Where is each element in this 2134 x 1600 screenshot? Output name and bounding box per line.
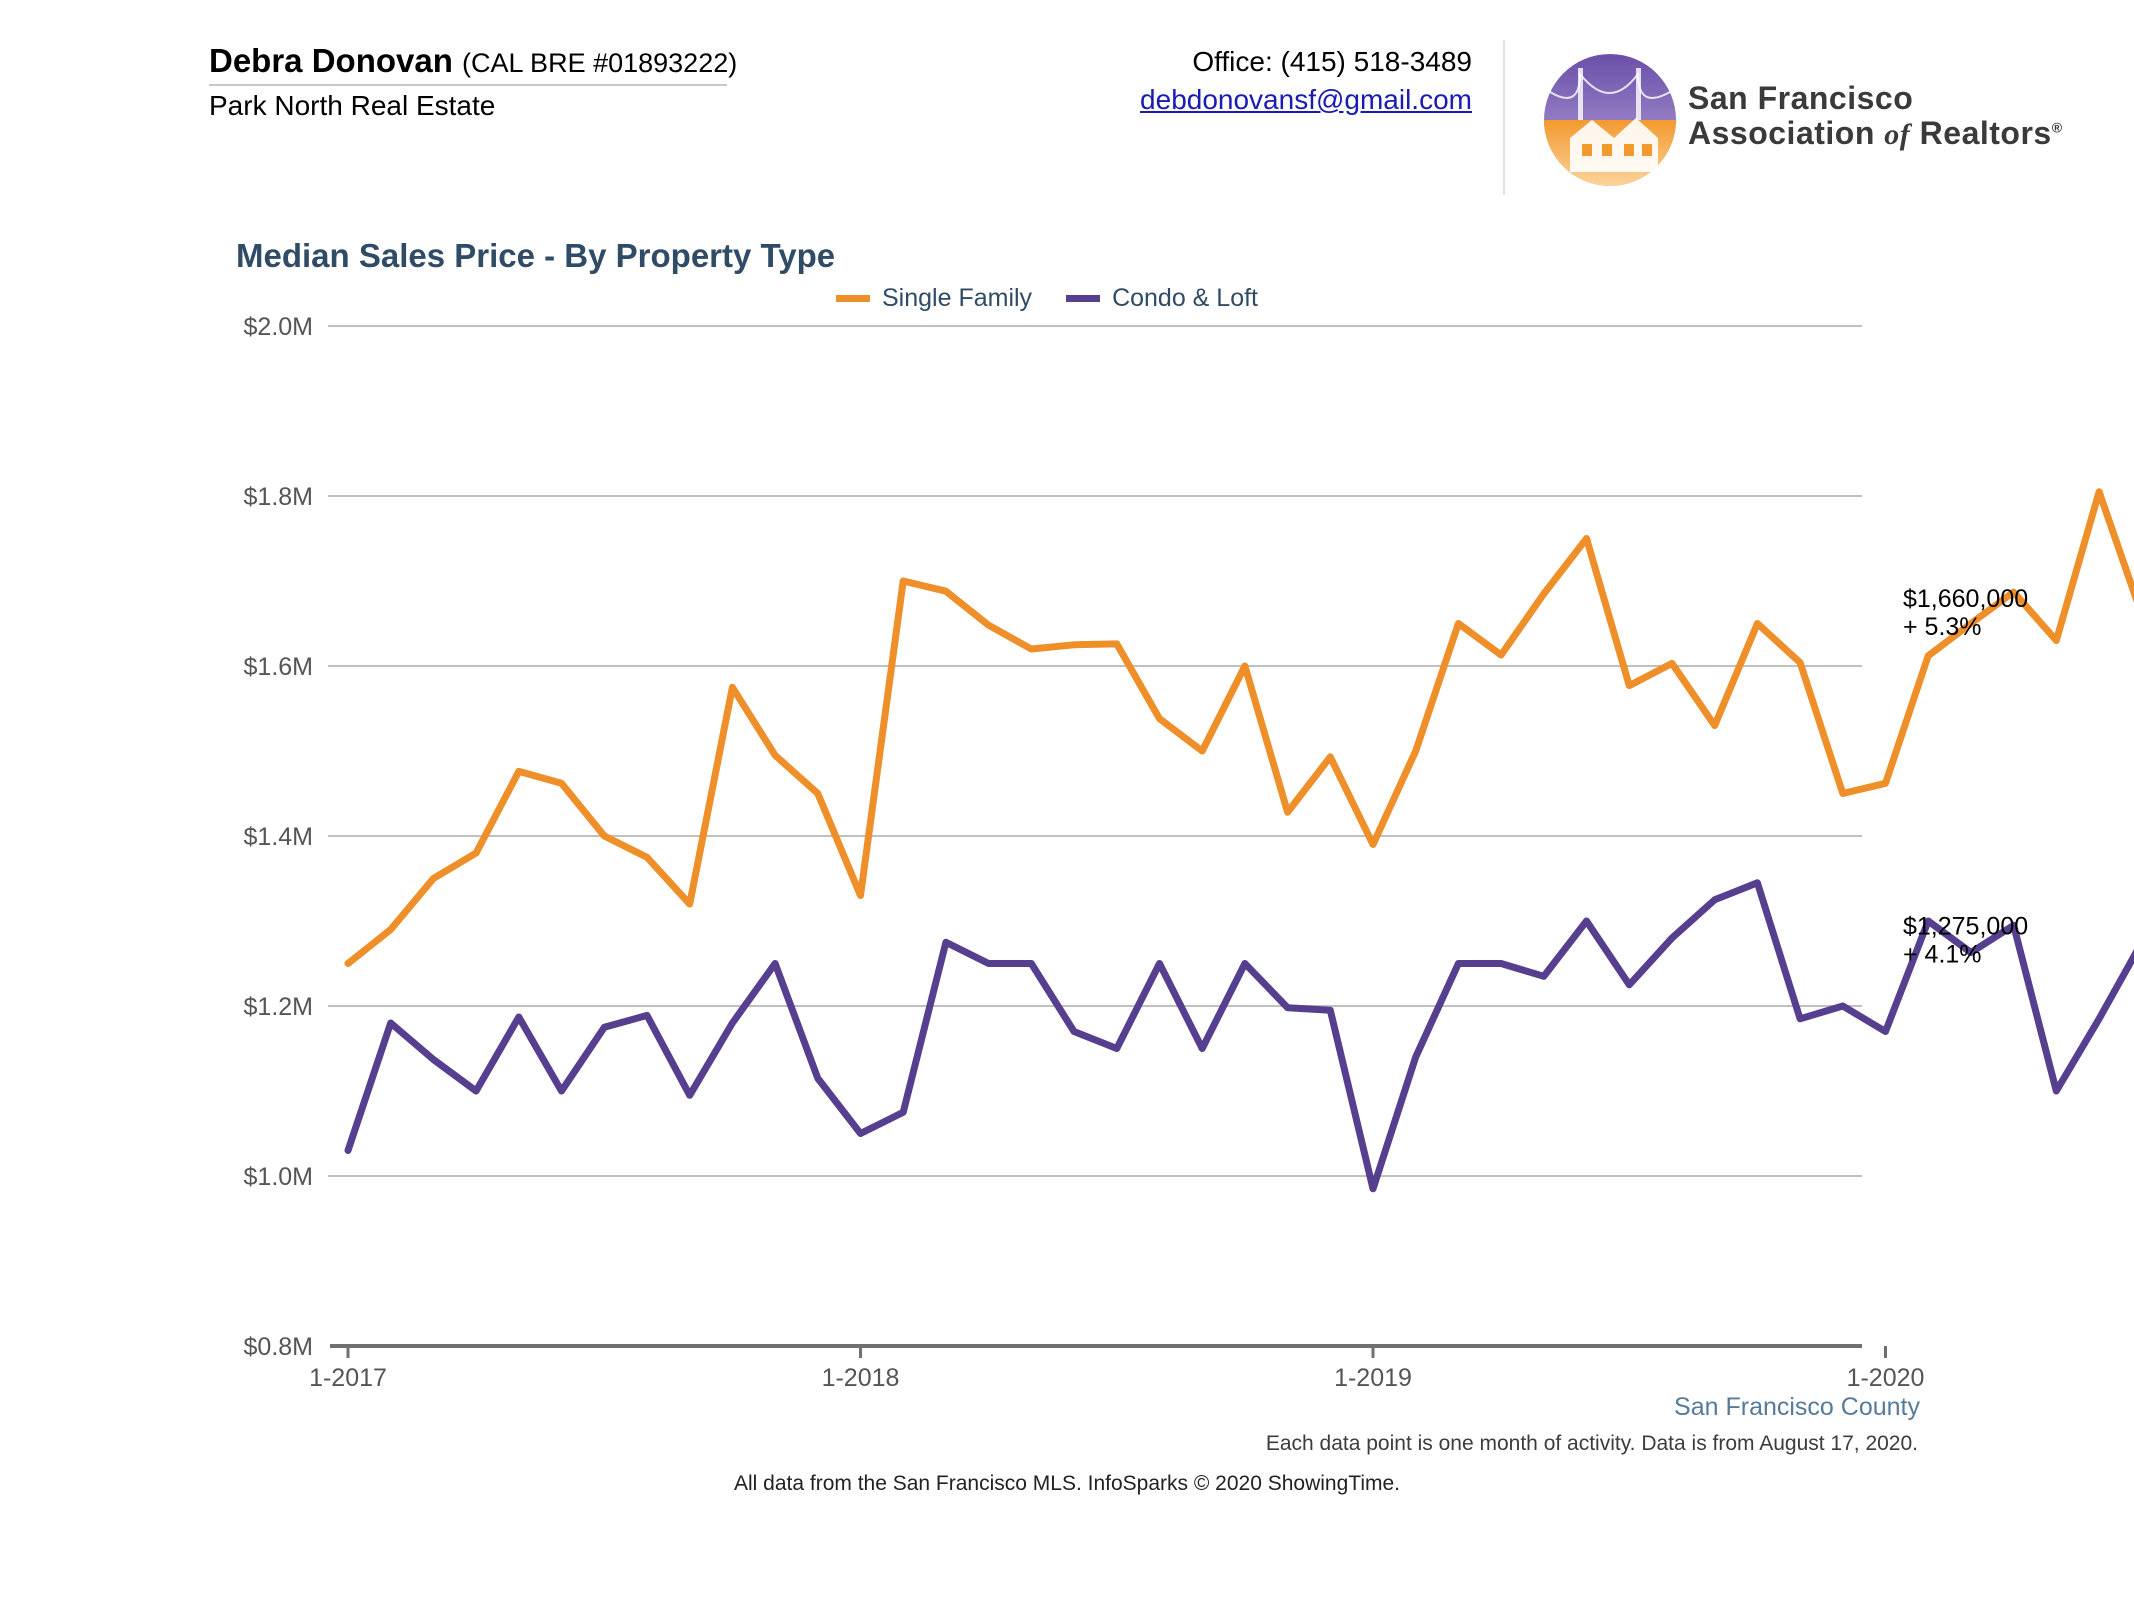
agent-company: Park North Real Estate [209,90,496,121]
legend-swatch-condo-loft [1066,295,1101,302]
x-tick-label: 1-2020 [1847,1364,1925,1392]
legend-item-condo-loft[interactable]: Condo & Loft [1066,284,1258,313]
y-tick-label: $1.4M [244,823,313,851]
x-tick-label: 1-2017 [309,1364,387,1392]
office-phone: Office: (415) 518-3489 [1192,46,1472,77]
association-realtors: Realtors [1919,115,2052,151]
association-name-line1: San Francisco [1688,80,1914,116]
y-tick-label: $1.0M [244,1163,313,1191]
legend-label-single-family: Single Family [882,284,1033,312]
registered-mark: ® [2051,119,2063,136]
end-label-value: $1,275,000 [1903,912,2028,940]
agent-name: Debra Donovan (CAL BRE #01893222) [209,42,737,80]
agent-license: (CAL BRE #01893222) [462,48,738,78]
email-link[interactable]: debdonovansf@gmail.com [1140,84,1472,115]
association-word: Association [1688,115,1875,151]
legend-swatch-single-family [836,295,870,302]
end-label-value: $1,660,000 [1903,585,2028,613]
series-line-condo-loft [344,879,2134,1193]
association-of: of [1884,118,1911,151]
end-label-change: + 4.1% [1903,940,1982,968]
series-line-single-family [344,488,2134,967]
chart-legend: Single Family Condo & Loft [0,284,2134,313]
end-label-change: + 5.3% [1903,613,1982,641]
y-tick-label: $0.8M [244,1333,313,1361]
y-tick-label: $1.6M [244,653,313,681]
agent-name-text: Debra Donovan [209,42,453,79]
legend-label-condo-loft: Condo & Loft [1112,284,1258,312]
y-tick-label: $1.2M [244,993,313,1021]
x-tick-label: 1-2018 [822,1364,900,1392]
region-label: San Francisco County [1674,1393,1920,1421]
y-tick-label: $1.8M [244,483,313,511]
source-footer: All data from the San Francisco MLS. Inf… [733,1472,1400,1495]
legend-item-single-family[interactable]: Single Family [836,284,1032,313]
data-note: Each data point is one month of activity… [1265,1432,1918,1455]
association-logo-icon [1544,54,1676,186]
chart-title: Median Sales Price - By Property Type [236,237,836,274]
header-divider [1503,40,1505,195]
association-name-line2: Association of Realtors® [1688,115,2063,152]
y-tick-label: $2.0M [244,313,313,341]
x-tick-label: 1-2019 [1334,1364,1412,1392]
agent-underline [209,84,727,86]
